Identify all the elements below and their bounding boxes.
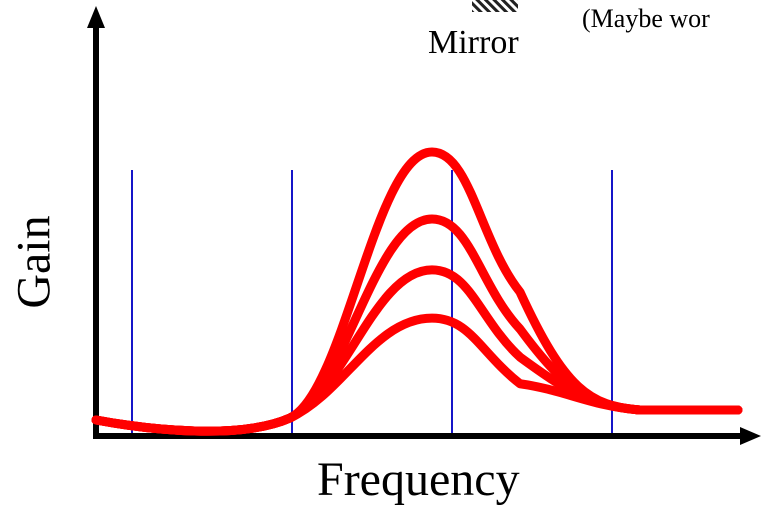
maybe-note-label: (Maybe wor [582,4,710,33]
x-axis-arrowhead [740,427,761,445]
gain-curves [91,147,743,436]
gain-curve [91,313,743,436]
y-axis-arrowhead [87,6,105,28]
mirror-hatch-icon [472,0,518,12]
y-axis-label: Gain [7,215,61,309]
gain-curve [91,214,743,436]
gain-curve [91,147,743,436]
vertical-markers [131,170,613,434]
mirror-label: Mirror [428,24,519,61]
axes [87,6,761,445]
x-axis-label: Frequency [317,453,520,506]
